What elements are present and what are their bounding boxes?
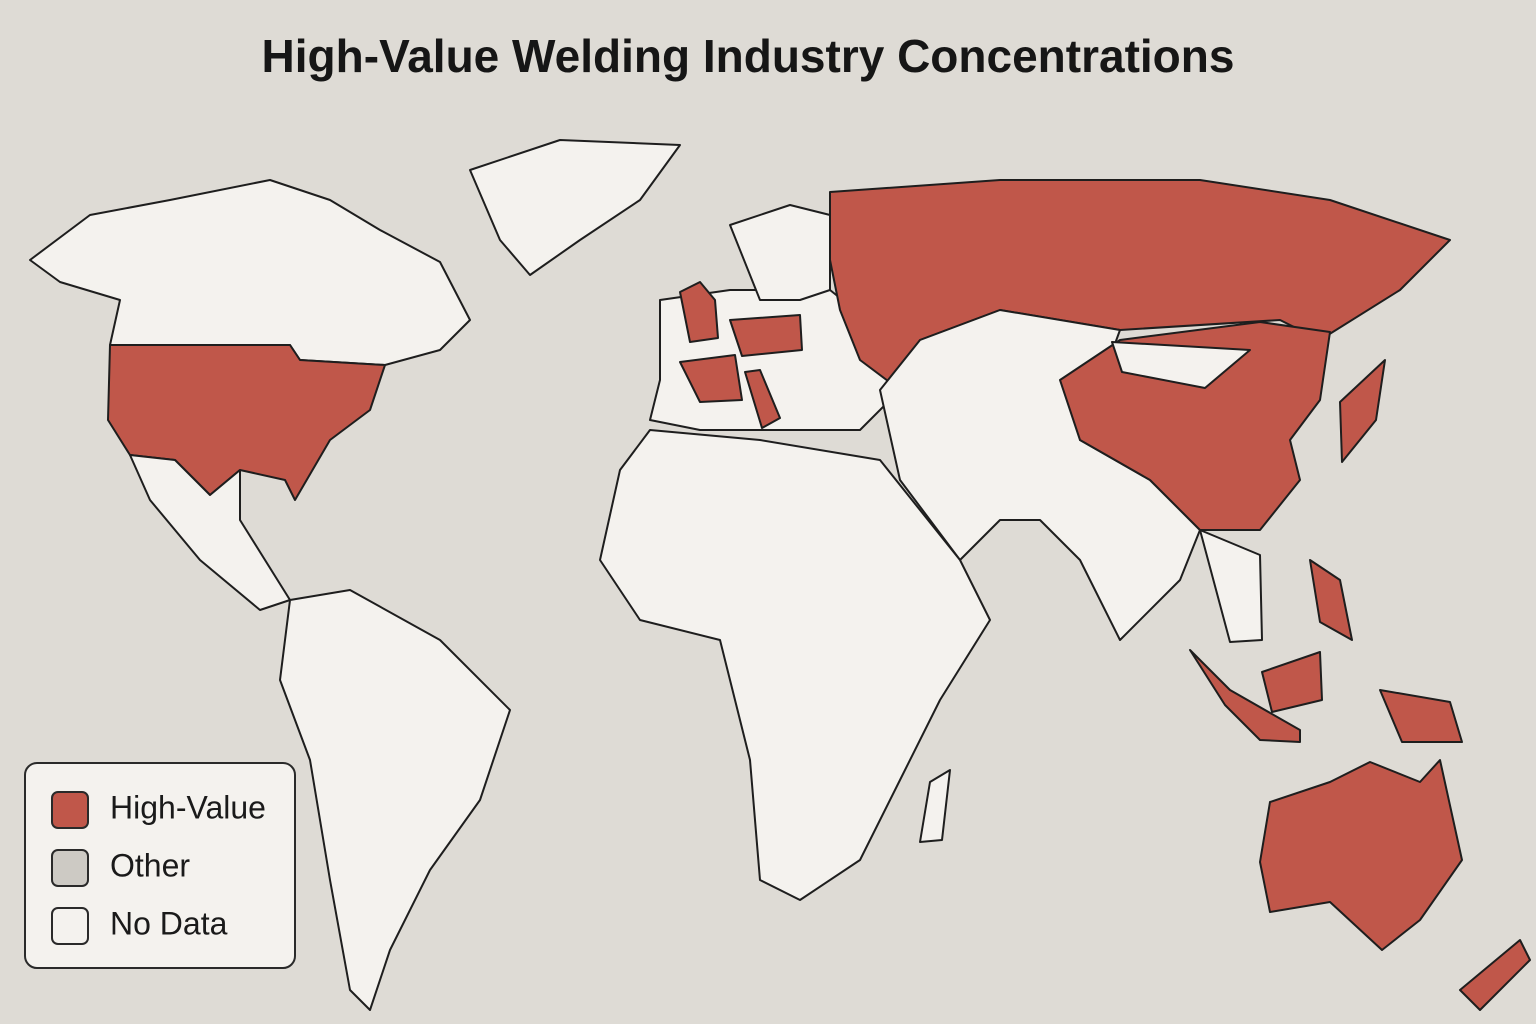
uk [679,281,719,343]
italy [744,369,781,429]
middle-east-india [879,309,1201,641]
russia [829,179,1451,391]
southeast-asia [1199,529,1263,643]
legend-swatch [51,907,89,945]
mexico [129,454,291,611]
australia [1259,759,1463,951]
legend-swatch [51,791,89,829]
legend-label: Other [110,847,190,883]
south-america [279,589,511,1011]
canada [29,179,471,366]
legend: High-Value Other No Data [24,762,296,969]
scandinavia [729,204,831,301]
greenland [469,139,681,276]
germany-poland [729,314,803,357]
countries [29,139,1531,1011]
philippines [1309,559,1353,641]
new-guinea [1379,689,1463,743]
mongolia [1111,341,1251,389]
borneo-sulawesi [1261,651,1323,713]
new-zealand [1459,939,1531,1011]
japan [1339,359,1386,463]
legend-items: High-Value Other No Data [51,789,266,945]
madagascar [919,769,951,843]
france [679,354,743,403]
legend-box [24,762,296,969]
legend-label: High-Value [110,789,266,825]
africa [599,429,991,901]
map-title: High-Value Welding Industry Concentratio… [262,30,1235,82]
legend-swatch [51,849,89,887]
legend-label: No Data [110,905,228,941]
sumatra-java [1189,649,1301,743]
